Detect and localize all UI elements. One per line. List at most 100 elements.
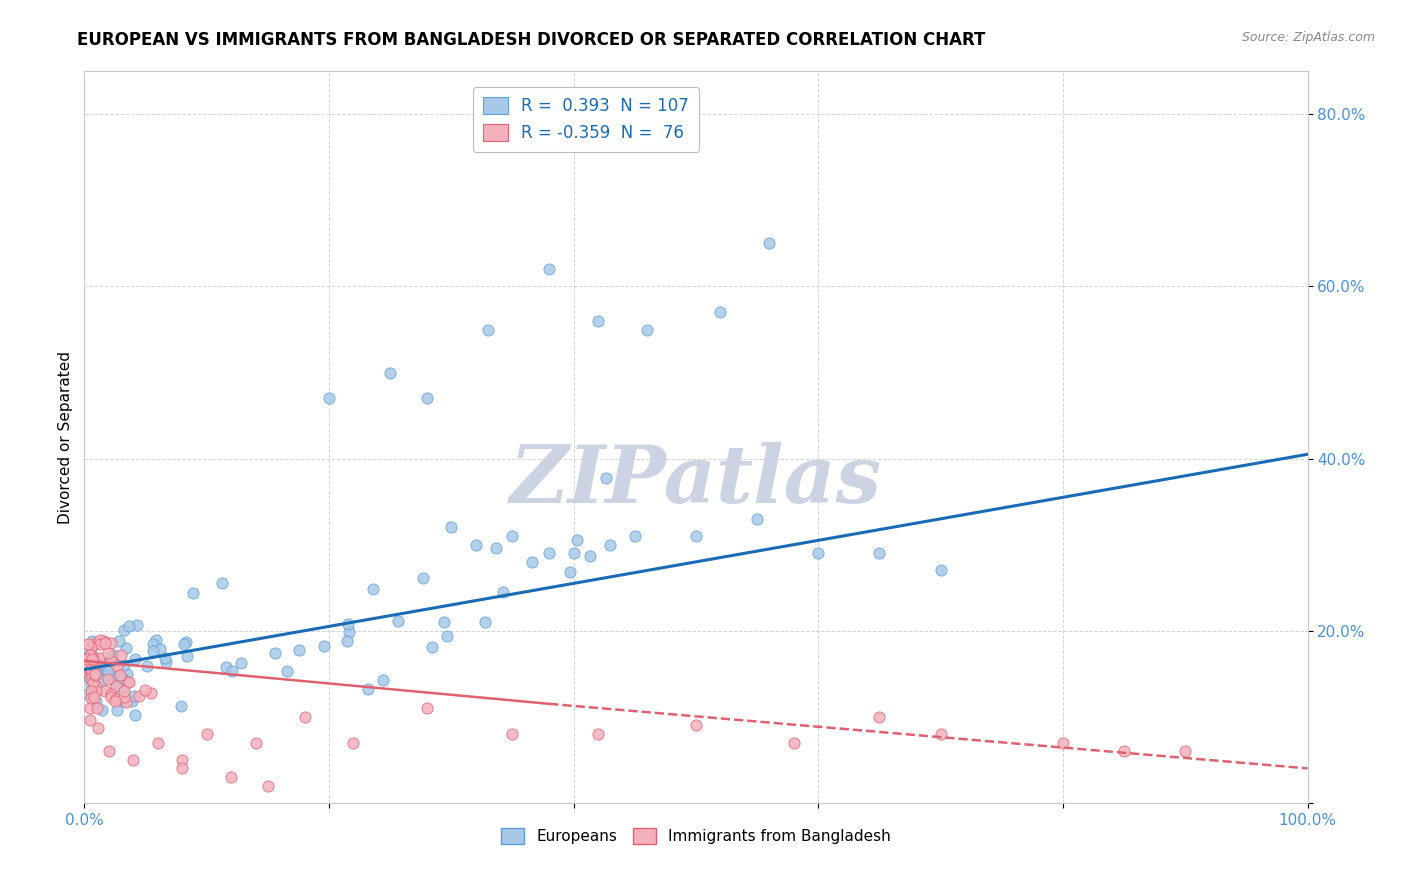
Point xyxy=(118,618,141,632)
Point xyxy=(195,727,218,741)
Point xyxy=(121,694,143,708)
Point xyxy=(115,695,138,709)
Point xyxy=(1114,744,1136,758)
Point xyxy=(502,529,524,543)
Point xyxy=(98,670,121,684)
Point xyxy=(685,718,707,732)
Point xyxy=(229,656,252,670)
Point xyxy=(181,585,204,599)
Text: ZIPatlas: ZIPatlas xyxy=(510,442,882,520)
Point xyxy=(79,700,101,714)
Point xyxy=(758,236,780,251)
Point xyxy=(76,641,98,656)
Point xyxy=(79,670,101,684)
Point xyxy=(122,689,145,703)
Point xyxy=(491,584,513,599)
Point xyxy=(93,667,115,681)
Point xyxy=(111,671,134,685)
Point xyxy=(112,683,135,698)
Point xyxy=(342,735,364,749)
Point xyxy=(128,689,150,703)
Point xyxy=(111,680,134,694)
Point xyxy=(221,664,243,678)
Point xyxy=(86,637,108,651)
Point xyxy=(141,686,163,700)
Point xyxy=(440,520,463,534)
Point xyxy=(87,651,110,665)
Point xyxy=(294,710,316,724)
Point xyxy=(76,651,98,665)
Point xyxy=(176,648,198,663)
Point xyxy=(105,668,128,682)
Point xyxy=(84,658,107,673)
Point xyxy=(76,669,98,683)
Point xyxy=(97,744,120,758)
Point xyxy=(464,538,486,552)
Point xyxy=(176,635,198,649)
Point xyxy=(108,633,131,648)
Point xyxy=(595,471,617,485)
Text: EUROPEAN VS IMMIGRANTS FROM BANGLADESH DIVORCED OR SEPARATED CORRELATION CHART: EUROPEAN VS IMMIGRANTS FROM BANGLADESH D… xyxy=(77,31,986,49)
Point xyxy=(869,546,891,560)
Point xyxy=(560,565,582,579)
Point xyxy=(373,673,395,687)
Point xyxy=(361,582,384,597)
Point xyxy=(75,660,97,674)
Point xyxy=(96,664,118,678)
Point xyxy=(172,761,194,775)
Point xyxy=(485,541,508,556)
Point xyxy=(80,633,103,648)
Point xyxy=(80,640,103,654)
Point xyxy=(146,735,169,749)
Point xyxy=(91,673,114,687)
Point xyxy=(84,636,107,650)
Text: Source: ZipAtlas.com: Source: ZipAtlas.com xyxy=(1241,31,1375,45)
Point xyxy=(567,533,589,548)
Point xyxy=(91,703,114,717)
Point xyxy=(170,698,193,713)
Point xyxy=(104,680,127,694)
Point xyxy=(110,648,132,662)
Point xyxy=(79,671,101,685)
Point xyxy=(104,692,127,706)
Point xyxy=(579,549,602,563)
Point xyxy=(105,657,128,672)
Point xyxy=(115,640,138,655)
Point xyxy=(929,727,952,741)
Point xyxy=(100,654,122,668)
Point xyxy=(134,682,156,697)
Point xyxy=(538,546,561,560)
Point xyxy=(79,714,101,728)
Point xyxy=(929,564,952,578)
Point xyxy=(436,629,458,643)
Point xyxy=(83,667,105,681)
Point xyxy=(84,679,107,693)
Point xyxy=(125,617,148,632)
Point xyxy=(83,655,105,669)
Point xyxy=(79,648,101,662)
Point xyxy=(318,392,340,406)
Point xyxy=(80,677,103,691)
Point xyxy=(110,668,132,682)
Point xyxy=(100,690,122,704)
Point xyxy=(82,653,104,667)
Point xyxy=(84,683,107,698)
Point xyxy=(83,690,105,704)
Point xyxy=(599,538,621,552)
Point xyxy=(100,636,122,650)
Point xyxy=(76,662,98,676)
Point xyxy=(624,529,647,543)
Point xyxy=(118,675,141,690)
Point xyxy=(149,642,172,657)
Point xyxy=(82,648,104,663)
Point xyxy=(257,779,280,793)
Point xyxy=(79,648,101,662)
Point xyxy=(387,615,409,629)
Point xyxy=(142,644,165,658)
Point xyxy=(264,646,287,660)
Point xyxy=(80,662,103,676)
Point xyxy=(636,322,658,336)
Point xyxy=(104,694,127,708)
Point xyxy=(101,671,124,685)
Point xyxy=(155,655,177,669)
